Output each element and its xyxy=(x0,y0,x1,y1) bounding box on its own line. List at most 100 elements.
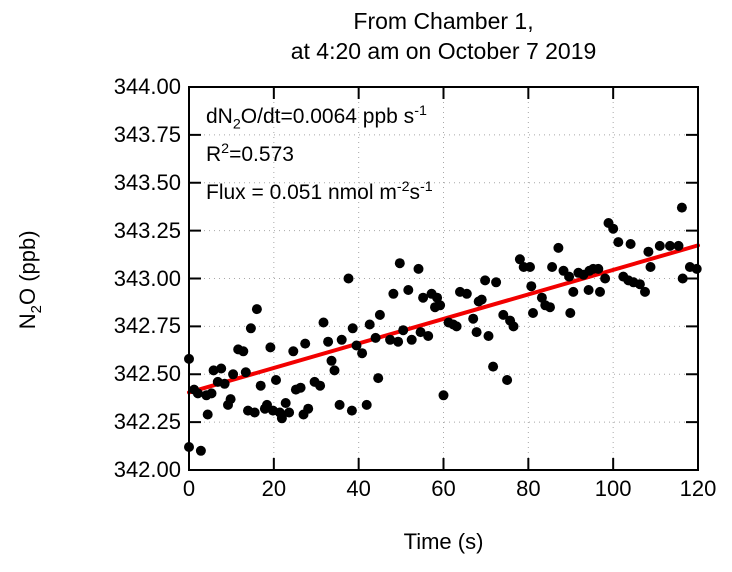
data-point xyxy=(393,336,404,347)
data-point xyxy=(676,202,687,213)
data-point xyxy=(432,292,443,303)
data-point xyxy=(192,388,203,399)
slope-annotation-text: dN xyxy=(206,104,233,128)
data-point xyxy=(265,342,276,353)
y-axis-label-units: O (ppb) xyxy=(15,230,41,306)
data-point xyxy=(216,363,227,374)
data-point xyxy=(315,380,326,391)
data-point xyxy=(508,321,519,332)
data-point xyxy=(385,334,396,345)
data-point xyxy=(471,327,482,338)
y-tick-label: 343.00 xyxy=(113,265,181,291)
data-point xyxy=(318,317,329,328)
data-point xyxy=(547,262,558,272)
x-tick-label: 0 xyxy=(182,476,196,501)
data-point xyxy=(498,309,509,320)
data-point xyxy=(347,323,358,334)
x-tick-label: 120 xyxy=(679,476,717,501)
y-tick-label: 343.25 xyxy=(113,217,181,243)
data-point xyxy=(206,388,217,399)
data-point xyxy=(645,262,656,272)
x-tick-label: 20 xyxy=(261,476,287,501)
x-axis-label: Time (s) xyxy=(403,529,484,554)
data-point xyxy=(613,237,624,248)
data-point xyxy=(415,327,426,338)
y-tick-label: 342.75 xyxy=(113,313,181,339)
data-point xyxy=(461,288,472,299)
data-point xyxy=(288,346,299,357)
data-point xyxy=(219,378,230,389)
data-point xyxy=(654,240,665,251)
data-point xyxy=(295,382,306,393)
data-point xyxy=(593,263,604,274)
data-point xyxy=(643,246,654,257)
annotations: dN2O/dt=0.0064 ppb s-1 R2=0.573 Flux = 0.0… xyxy=(206,94,433,208)
data-point xyxy=(525,262,535,272)
data-point xyxy=(361,399,372,410)
data-point xyxy=(488,361,499,372)
flux-annotation-text: Flux = 0.051 nmol m xyxy=(206,180,397,204)
data-point xyxy=(526,281,537,292)
y-tick-label: 342.50 xyxy=(113,361,181,387)
data-point xyxy=(438,390,449,401)
data-point xyxy=(398,325,409,336)
y-tick-label: 344.00 xyxy=(113,74,181,99)
data-point xyxy=(323,336,334,347)
y-axis-label-text: N xyxy=(15,313,41,330)
data-point xyxy=(435,300,446,311)
data-point xyxy=(370,332,381,343)
data-point xyxy=(251,304,262,315)
data-point xyxy=(514,254,525,265)
x-tick-label: 80 xyxy=(516,476,541,501)
data-point xyxy=(276,413,287,424)
data-point xyxy=(249,407,260,418)
data-point xyxy=(240,367,251,378)
y-axis-label: N2O (ppb) xyxy=(15,180,45,380)
data-point xyxy=(673,240,684,251)
data-point xyxy=(595,286,605,297)
data-point xyxy=(502,375,513,385)
data-point xyxy=(280,398,291,408)
chart-title: From Chamber 1, at 4:20 am on October 7 … xyxy=(189,6,698,66)
data-point xyxy=(608,223,619,234)
slope-annotation-sub: 2 xyxy=(232,116,241,133)
y-axis-label-subscript: 2 xyxy=(27,305,45,314)
y-tick-label: 342.25 xyxy=(113,409,181,435)
data-point xyxy=(545,302,555,313)
data-point xyxy=(483,331,494,341)
data-point xyxy=(373,373,384,384)
data-point xyxy=(343,273,354,284)
data-point xyxy=(480,275,491,286)
slope-annotation-sup: -1 xyxy=(414,103,427,119)
data-point xyxy=(388,288,399,299)
data-point xyxy=(476,294,487,305)
data-point xyxy=(271,375,281,385)
r-squared-annotation-text: =0.573 xyxy=(229,142,294,166)
data-point xyxy=(329,365,340,376)
data-point xyxy=(255,380,266,391)
data-point xyxy=(357,348,368,359)
data-point xyxy=(413,263,424,274)
data-point xyxy=(625,239,636,249)
data-point xyxy=(634,279,645,290)
data-point xyxy=(238,346,249,357)
data-point xyxy=(334,399,345,410)
flux-annotation: Flux = 0.051 nmol m-2s-1 xyxy=(206,170,433,208)
data-point xyxy=(245,323,256,334)
r-squared-annotation-sup: 2 xyxy=(221,141,230,157)
data-point xyxy=(423,331,434,341)
data-point xyxy=(528,308,538,318)
data-point xyxy=(195,445,206,456)
r-squared-annotation: R2=0.573 xyxy=(206,132,433,170)
data-point xyxy=(564,271,575,282)
flux-annotation-text: s xyxy=(409,180,421,204)
data-point xyxy=(418,292,429,303)
slope-annotation: dN2O/dt=0.0064 ppb s-1 xyxy=(206,94,433,132)
data-point xyxy=(468,313,479,324)
y-tick-label: 342.00 xyxy=(113,457,181,482)
flux-annotation-sup: -1 xyxy=(420,179,433,195)
data-point xyxy=(284,407,295,418)
chart-title-line2: at 4:20 am on October 7 2019 xyxy=(290,38,597,64)
